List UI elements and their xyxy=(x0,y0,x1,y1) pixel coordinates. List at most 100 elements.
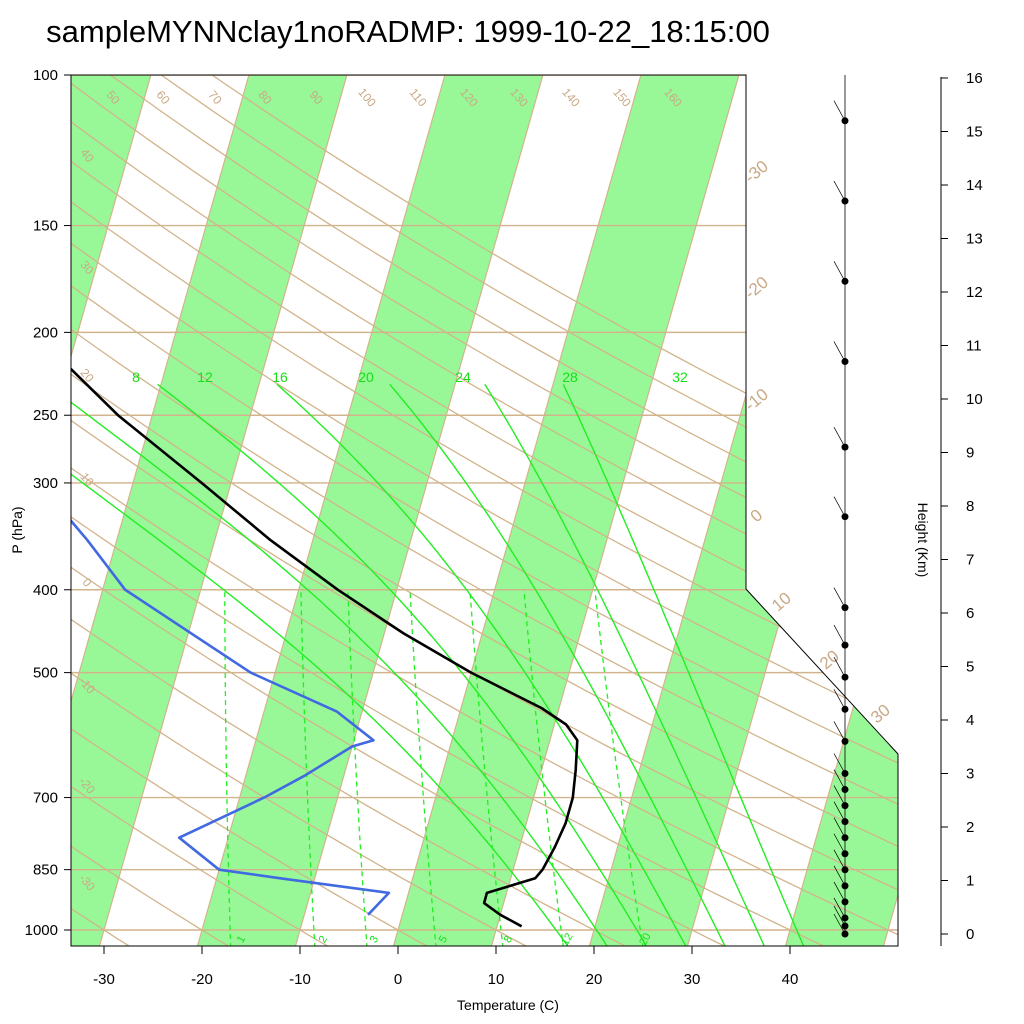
dry-adiabat-label: 110 xyxy=(407,86,430,110)
height-tick-label: 3 xyxy=(966,766,974,783)
dry-adiabat xyxy=(71,75,332,946)
chart-title: sampleMYNNclay1noRADMP: 1999-10-22_18:15… xyxy=(46,14,770,49)
wind-barb-dot xyxy=(841,443,849,451)
dry-adiabat xyxy=(71,75,829,946)
wind-barb xyxy=(833,905,846,927)
dry-adiabat-label: 60 xyxy=(153,88,173,107)
wind-barb xyxy=(833,769,846,790)
wind-profile xyxy=(833,75,849,938)
wind-barb xyxy=(833,689,846,710)
height-tick-label: 6 xyxy=(966,605,974,622)
moist-adiabat-label: 8 xyxy=(132,369,140,385)
plot-area xyxy=(0,75,1024,948)
wind-barb xyxy=(833,657,846,678)
x-tick-label: -10 xyxy=(289,971,311,988)
height-axis-label: Height (Km) xyxy=(915,503,931,578)
dry-adiabat-label: 100 xyxy=(355,85,379,110)
dry-adiabat xyxy=(71,75,898,946)
mixing-ratio-line xyxy=(409,589,437,946)
moist-adiabat xyxy=(71,383,570,946)
isotherm-line xyxy=(71,75,152,946)
y-tick-label: 700 xyxy=(33,790,58,807)
wind-barb xyxy=(833,801,846,822)
x-tick-label: 0 xyxy=(394,971,402,988)
wind-barb xyxy=(833,913,846,935)
y-tick-label: 1000 xyxy=(25,922,58,939)
y-tick-label: 300 xyxy=(33,475,58,492)
mixing-ratio-line xyxy=(594,589,644,946)
moist-adiabats xyxy=(71,383,806,946)
wind-barb-dot xyxy=(841,197,849,205)
moist-adiabat xyxy=(71,383,610,946)
wind-barb-dot xyxy=(841,850,849,858)
height-tick-label: 8 xyxy=(966,498,974,515)
moist-adiabat xyxy=(389,383,727,946)
dry-adiabat-label: 140 xyxy=(559,85,583,110)
mixing-ratio-line xyxy=(300,589,316,946)
moist-adiabat-label: 28 xyxy=(562,369,578,385)
height-tick-label: 7 xyxy=(966,552,974,569)
dry-adiabat xyxy=(71,75,729,946)
wind-barb xyxy=(833,341,846,362)
wind-barb xyxy=(833,897,846,919)
isotherm-band xyxy=(981,75,1024,948)
height-tick-label: 11 xyxy=(966,338,982,355)
wind-barb-dot xyxy=(841,882,849,890)
height-tick-label: 1 xyxy=(966,873,974,890)
moist-adiabat-label: 12 xyxy=(197,369,213,385)
dewpoint-line xyxy=(71,312,391,916)
dry-adiabat xyxy=(71,75,531,946)
y-tick-label: 500 xyxy=(33,665,58,682)
x-tick-label: 20 xyxy=(586,971,603,988)
wind-barb-dot xyxy=(841,834,849,842)
wind-barb-dot xyxy=(841,604,849,612)
mixing-ratio-line xyxy=(347,589,368,946)
x-tick-label: -20 xyxy=(191,971,213,988)
y-axis-label: P (hPa) xyxy=(9,506,25,553)
x-tick-label: 10 xyxy=(488,971,505,988)
isotherm-band xyxy=(196,75,543,946)
wind-barb-dot xyxy=(841,866,849,874)
mixing-ratio-label: 2 xyxy=(317,934,330,945)
wind-barb xyxy=(833,587,846,608)
wind-barb-dot xyxy=(841,277,849,285)
mixing-ratio-line xyxy=(469,589,504,946)
moist-adiabat-label: 32 xyxy=(672,369,688,385)
moist-adiabat xyxy=(562,384,806,946)
dry-adiabat xyxy=(71,75,233,946)
isotherm-line xyxy=(0,75,53,948)
wind-barb-dot xyxy=(841,358,849,366)
height-tick-label: 15 xyxy=(966,124,983,141)
wind-barb xyxy=(833,624,846,646)
sounding-series xyxy=(71,312,579,928)
wind-barb xyxy=(833,785,846,806)
wind-barb xyxy=(833,426,846,448)
wind-barb xyxy=(833,865,846,887)
wind-barb-dot xyxy=(841,802,849,810)
wind-barb xyxy=(833,849,846,870)
dry-adiabat-label: 150 xyxy=(610,85,634,110)
isotherm-band xyxy=(784,75,898,946)
x-tick-label: 30 xyxy=(684,971,701,988)
mixing-ratio-label: 3 xyxy=(368,934,381,945)
isotherm-label-right: 30 xyxy=(867,700,894,727)
moist-adiabat xyxy=(276,383,688,946)
wind-barb-dot xyxy=(841,930,849,938)
isotherm-band xyxy=(392,75,739,946)
isotherm-line xyxy=(392,75,642,946)
mixing-ratio-line xyxy=(224,589,232,946)
dry-adiabat xyxy=(71,75,898,946)
wind-barb-dot xyxy=(841,705,849,713)
height-tick-label: 2 xyxy=(966,819,974,836)
isotherm-line xyxy=(981,75,1024,948)
y-tick-label: 850 xyxy=(33,862,58,879)
temperature-line xyxy=(71,312,579,928)
moist-adiabat-label: 16 xyxy=(272,369,288,385)
wind-barb xyxy=(833,817,846,838)
mixing-ratio-label: 5 xyxy=(437,934,450,945)
moist-adiabat xyxy=(157,383,649,946)
wind-barb-dot xyxy=(841,641,849,649)
height-tick-label: 9 xyxy=(966,445,974,462)
y-tick-label: 100 xyxy=(33,67,58,84)
